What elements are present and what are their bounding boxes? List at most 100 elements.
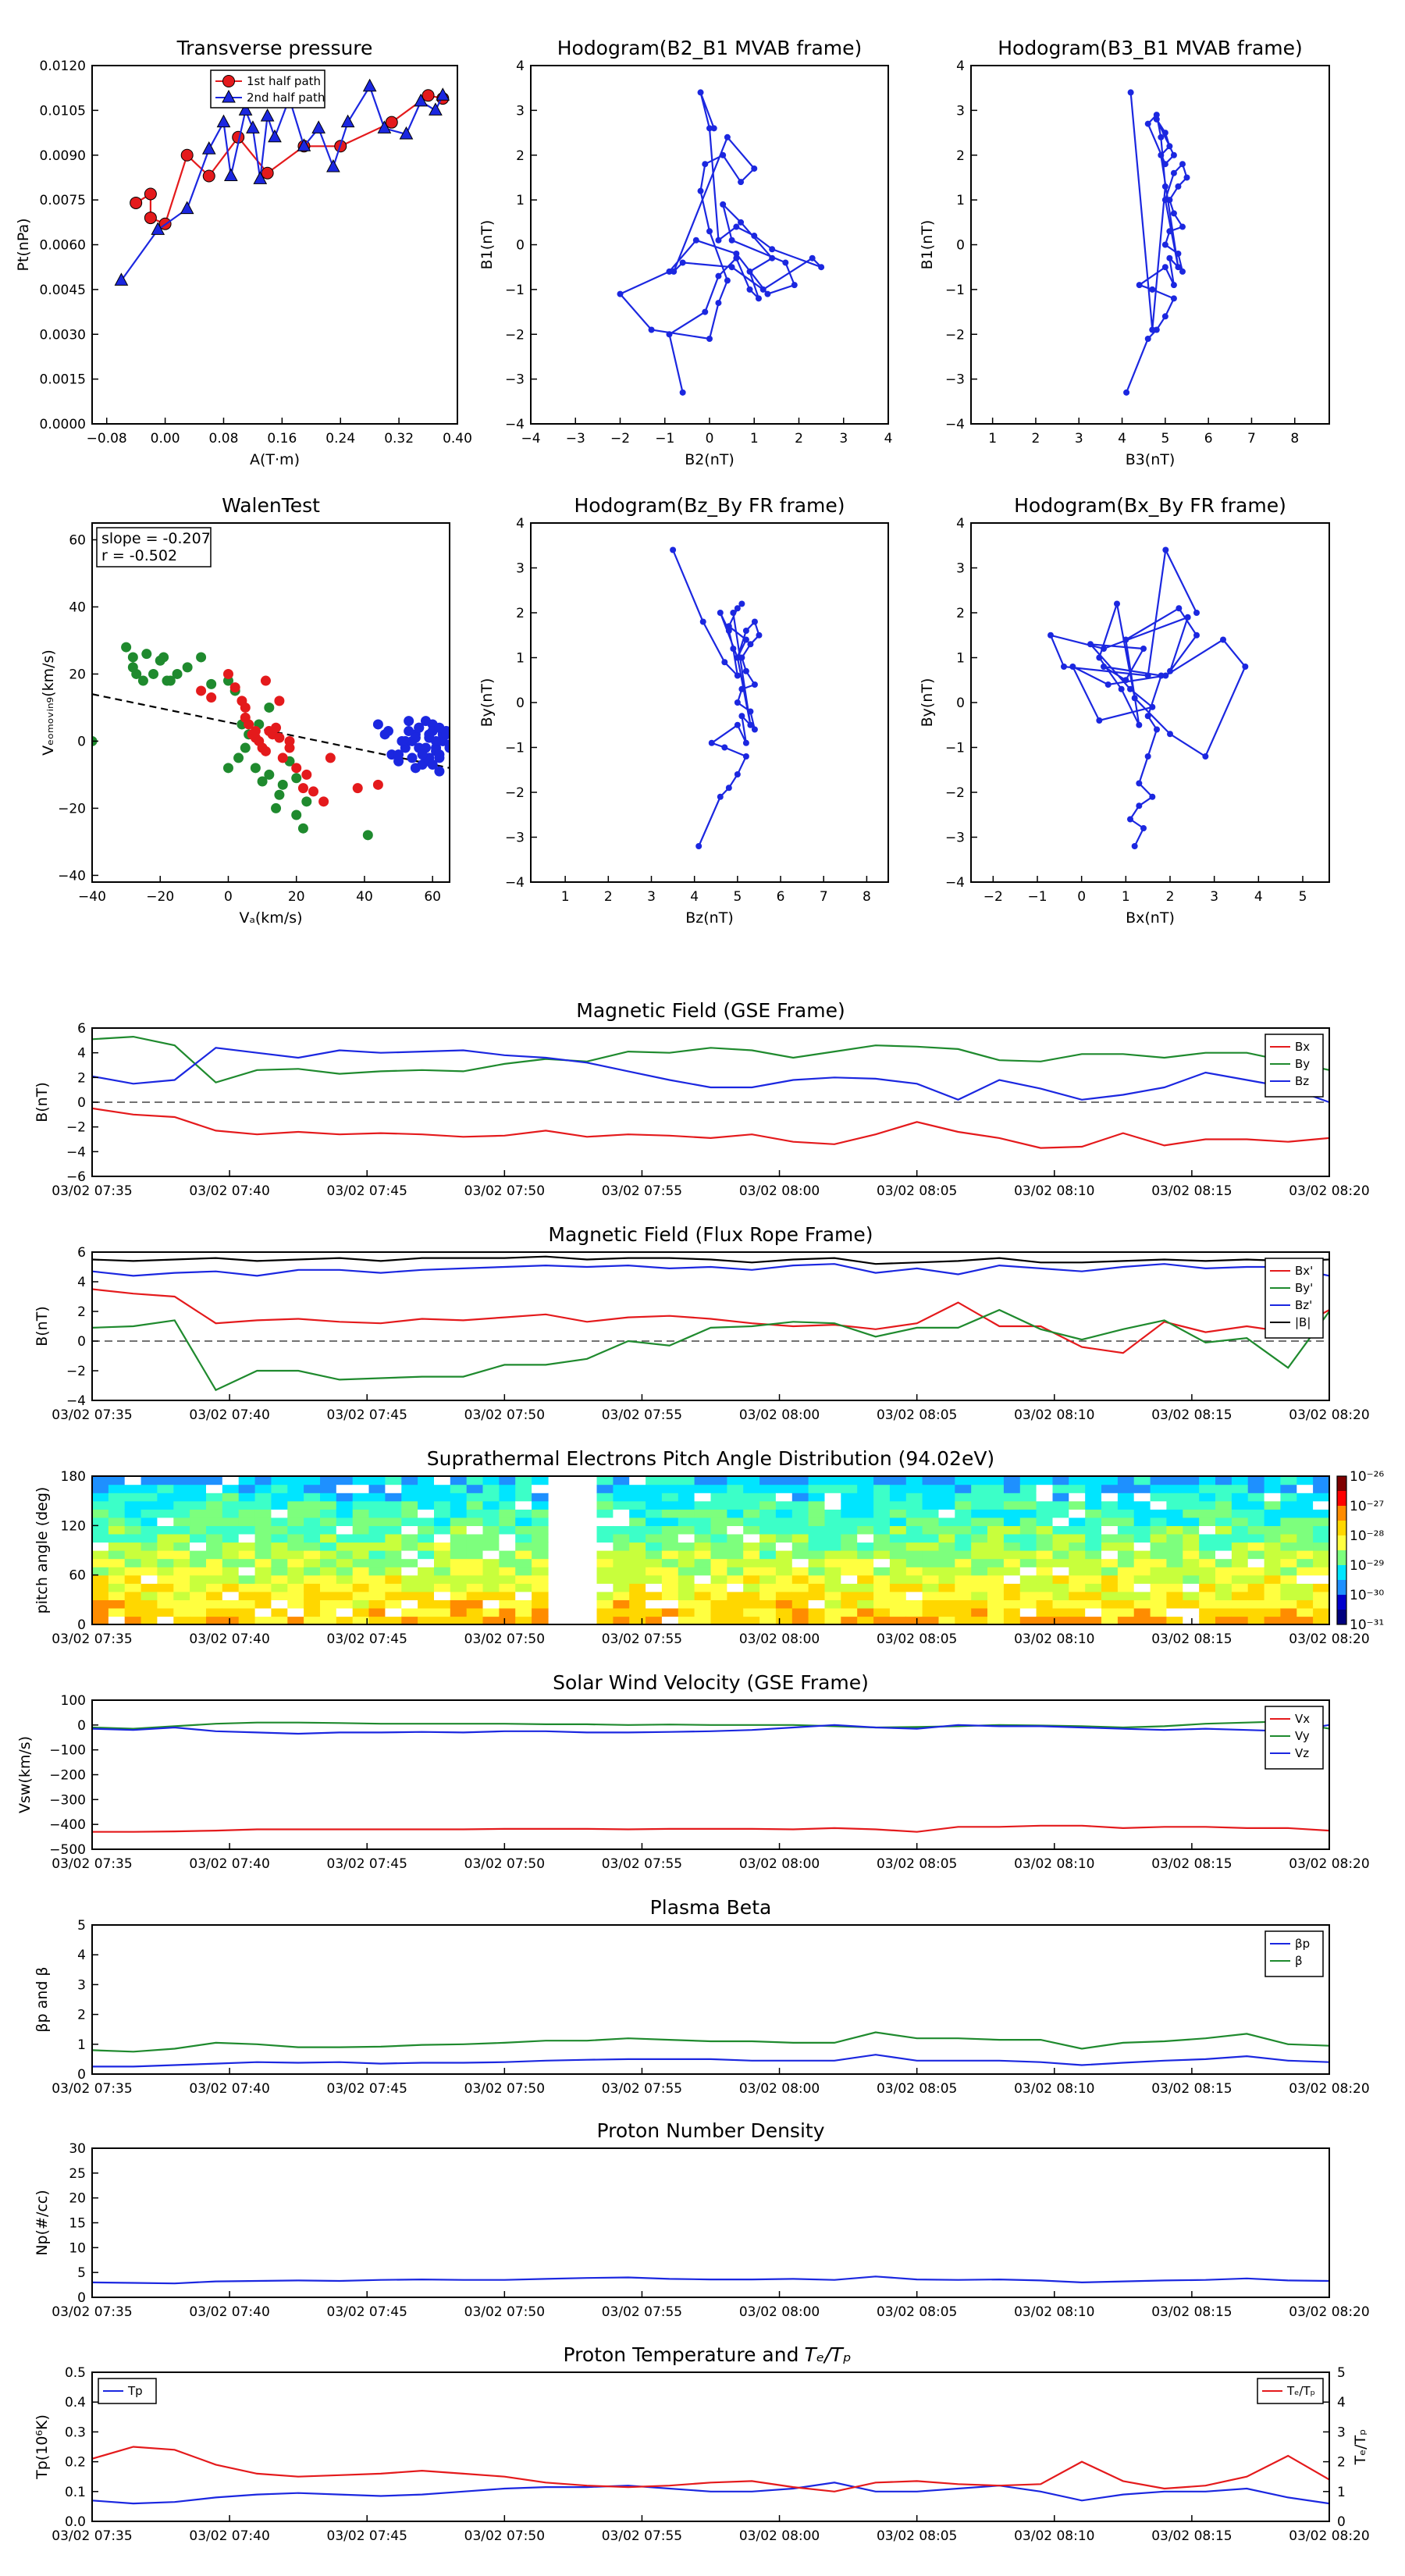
heatmap-cell [613,1607,630,1617]
heatmap-cell [190,1591,207,1600]
data-point [1104,681,1112,688]
h4-xtick-label: 4 [1254,889,1263,905]
tp-xtick-label: 0.24 [325,431,355,447]
wt-title: WalenTest [222,494,320,517]
sw-ytick-label: 0 [77,1718,86,1734]
h4-xlabel: Bx(nT) [1126,909,1175,927]
heatmap-cell [905,1484,923,1493]
heatmap-cell [1150,1567,1168,1576]
heatmap-cell [92,1616,109,1625]
heatmap-cell [271,1525,288,1535]
data-point [742,628,749,634]
tp-data-layer [114,78,450,286]
colorbar-segment [1337,1476,1346,1492]
heatmap-cell [1199,1525,1216,1535]
heatmap-cell [418,1558,435,1567]
heatmap-cell [92,1607,109,1617]
heatmap-cell [905,1509,923,1518]
mffr-xtick-label: 03/02 07:40 [189,1407,269,1423]
heatmap-cell [1247,1476,1265,1485]
np-title: Proton Number Density [597,2119,825,2142]
heatmap-cell [889,1583,907,1592]
heatmap-cell [336,1616,354,1625]
heatmap-cell [320,1550,337,1560]
h2-ytick-label: 4 [956,59,965,74]
heatmap-cell [759,1533,777,1543]
data-point [648,326,655,333]
legend-label: Vx [1295,1712,1310,1726]
heatmap-cell [222,1550,240,1560]
legend-triangle-marker [222,89,236,103]
heatmap-cell [482,1583,500,1592]
heatmap-cell [1297,1484,1314,1493]
heatmap-cell [889,1533,907,1543]
heatmap-cell [1117,1509,1135,1518]
data-point [720,201,727,208]
heatmap-cell [320,1493,337,1502]
heatmap-cell [418,1591,435,1600]
heatmap-cell [1215,1517,1232,1526]
data-point [1220,636,1226,643]
temp-panel: Proton Temperature and Tₑ/Tₚ0.00.10.20.30… [34,2343,1370,2544]
heatmap-cell [532,1517,549,1526]
colorbar-label: 10⁻²⁹ [1350,1558,1384,1574]
heatmap-cell [857,1509,874,1518]
heatmap-cell [385,1476,402,1485]
heatmap-cell [108,1493,126,1502]
heatmap-cell [922,1509,940,1518]
mfgse-title: Magnetic Field (GSE Frame) [576,999,845,1022]
heatmap-cell [1183,1567,1200,1576]
heatmap-cell [466,1599,484,1609]
heatmap-cell [775,1550,793,1560]
h2-xlabel: B3(nT) [1126,451,1176,468]
heatmap-cell [482,1574,500,1584]
heatmap-cell [938,1525,955,1535]
heatmap-cell [873,1591,891,1600]
heatmap-cell [841,1517,858,1526]
heatmap-cell [206,1574,223,1584]
heatmap-cell [304,1558,321,1567]
heatmap-cell [368,1574,386,1584]
heatmap-cell [710,1517,727,1526]
heatmap-cell [661,1616,679,1625]
heatmap-cell [434,1567,451,1576]
heatmap-cell [385,1525,402,1535]
heatmap-cell [190,1558,207,1567]
heatmap-cell [759,1550,777,1560]
heatmap-cell [206,1517,223,1526]
heatmap-cell [1085,1517,1102,1526]
scatter-point [382,726,393,737]
wt-xtick-label: 0 [224,889,233,905]
heatmap-cell [450,1616,468,1625]
heatmap-cell [466,1525,484,1535]
heatmap-cell [1052,1607,1069,1617]
pad-ytick-label: 180 [61,1469,86,1485]
h4-xtick-label: −2 [984,889,1003,905]
scatter-point [127,662,138,673]
heatmap-cell [320,1591,337,1600]
h3-xtick-label: 3 [647,889,656,905]
heatmap-cell [1036,1509,1054,1518]
heatmap-cell [1166,1533,1183,1543]
beta-ytick-label: 2 [77,2008,86,2023]
heatmap-cell [1150,1525,1168,1535]
heatmap-cell [1183,1583,1200,1592]
heatmap-cell [629,1525,646,1535]
heatmap-cell [1133,1500,1151,1510]
heatmap-cell [791,1550,809,1560]
heatmap-cell [938,1550,955,1560]
heatmap-cell [971,1517,988,1526]
data-point [679,389,686,396]
heatmap-cell [222,1599,240,1609]
heatmap-cell [841,1583,858,1592]
heatmap-cell [418,1484,435,1493]
heatmap-cell [808,1509,826,1518]
heatmap-cell [238,1599,256,1609]
heatmap-cell [157,1558,174,1567]
heatmap-cell [613,1500,630,1510]
heatmap-cell [1215,1525,1232,1535]
heatmap-cell [775,1517,793,1526]
heatmap-cell [759,1567,777,1576]
tp-ytick-label: 0.0105 [40,103,86,119]
